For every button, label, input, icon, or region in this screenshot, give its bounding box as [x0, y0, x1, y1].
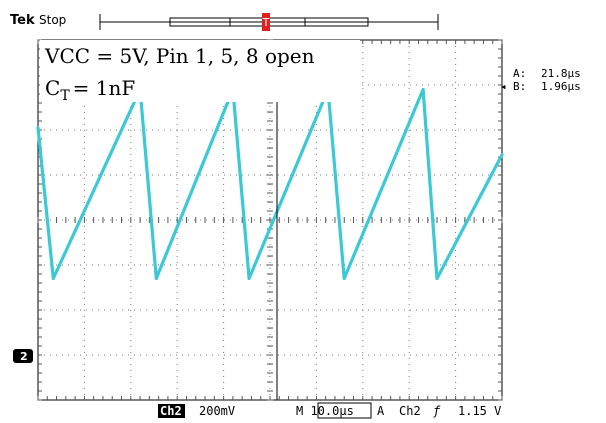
- trigger-position-marker: T: [262, 13, 270, 31]
- cursor-readout: A: 21.8μs ◂ B: 1.96μs: [500, 67, 581, 93]
- annotation-line-1: VCC = 5V, Pin 1, 5, 8 open: [44, 44, 315, 68]
- cursor-b-label: B:: [513, 80, 526, 93]
- status-trigger-level: 1.15 V: [458, 404, 501, 418]
- status-channel: Ch2: [160, 404, 182, 418]
- status-volts-per-div: 200mV: [199, 404, 235, 418]
- channel-2-marker: 2: [13, 349, 33, 363]
- status-trigger-mode: A: [377, 404, 385, 418]
- run-state-label: Stop: [39, 13, 66, 27]
- status-time-per-div: M 10.0μs: [296, 404, 354, 418]
- svg-text:T: T: [262, 16, 270, 29]
- waveform-trace: [36, 87, 504, 281]
- cursor-a-value: 21.8μs: [541, 67, 581, 80]
- status-trigger-slope: ƒ: [433, 404, 441, 418]
- brand-label: Tek: [10, 13, 35, 28]
- annotation-box: [40, 40, 360, 102]
- cursor-a-label: A:: [513, 67, 526, 80]
- cursor-b-arrow: ◂: [500, 80, 507, 93]
- annotation-line-2: CT = 1nF: [45, 76, 135, 104]
- status-bar: Ch2 200mV M 10.0μs A Ch2 ƒ 1.15 V: [158, 402, 501, 419]
- status-trigger-source: Ch2: [399, 404, 421, 418]
- svg-text:2: 2: [20, 350, 28, 363]
- cursor-b-value: 1.96μs: [541, 80, 581, 93]
